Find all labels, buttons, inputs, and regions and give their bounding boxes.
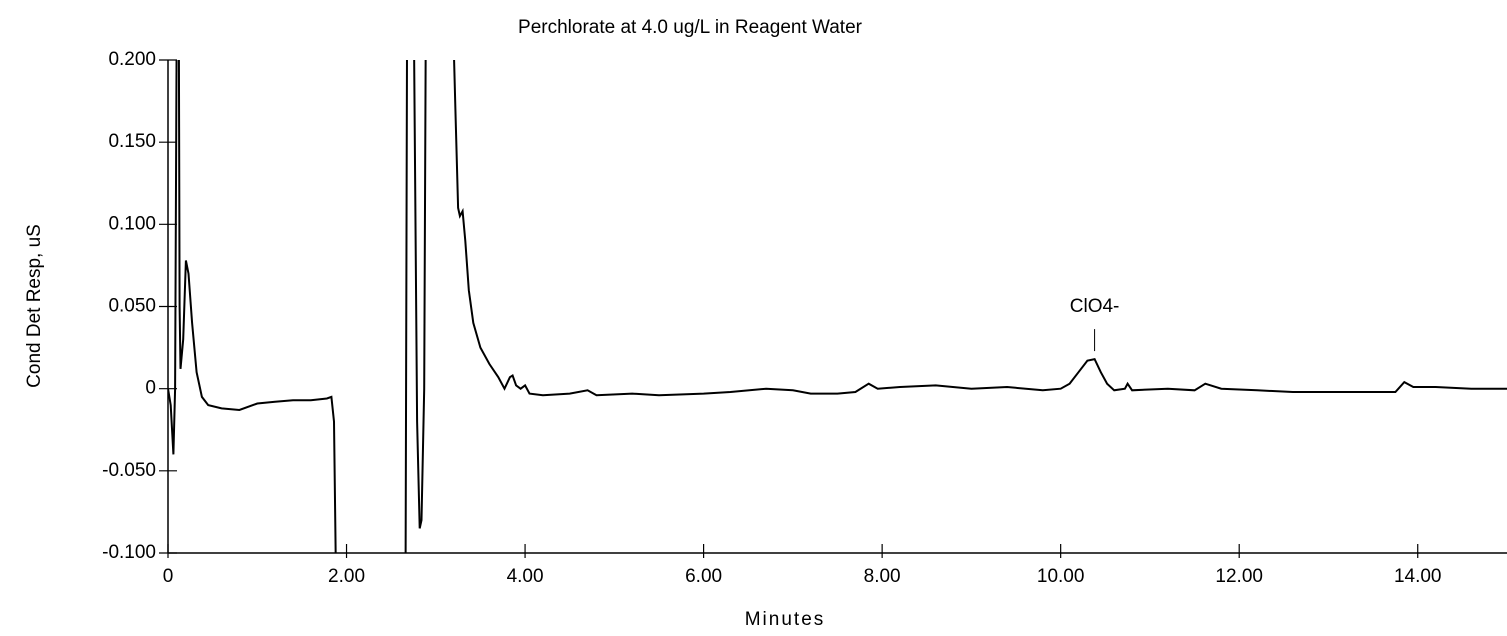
- x-tick-label: 0: [163, 566, 174, 587]
- x-tick-label: 4.00: [507, 566, 544, 587]
- x-axis-label: Minutes: [745, 609, 826, 630]
- y-axis-label: Cond Det Resp, uS: [24, 224, 45, 388]
- chart-title: Perchlorate at 4.0 ug/L in Reagent Water: [518, 17, 863, 38]
- y-tick-label: -0.100: [102, 542, 156, 563]
- annotation-label: ClO4-: [1070, 296, 1120, 317]
- y-tick-label: 0.050: [108, 296, 156, 317]
- x-tick-label: 10.00: [1037, 566, 1085, 587]
- y-tick-label: 0: [145, 378, 156, 399]
- y-tick-label: -0.050: [102, 460, 156, 481]
- y-tick-label: 0.150: [108, 131, 156, 152]
- y-tick-label: 0.200: [108, 49, 156, 70]
- trace-line: [168, 60, 1507, 553]
- y-tick-label: 0.100: [108, 213, 156, 234]
- x-tick-label: 12.00: [1215, 566, 1263, 587]
- x-tick-label: 2.00: [328, 566, 365, 587]
- x-tick-label: 6.00: [685, 566, 722, 587]
- x-tick-label: 14.00: [1394, 566, 1442, 587]
- x-tick-label: 8.00: [864, 566, 901, 587]
